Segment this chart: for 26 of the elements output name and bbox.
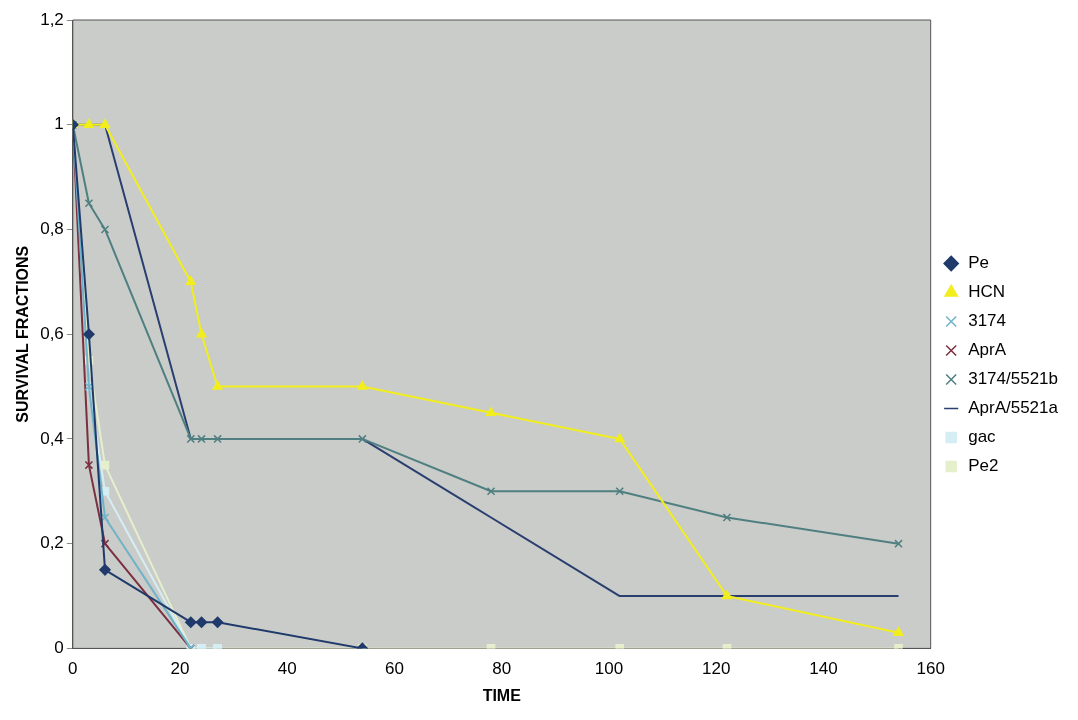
x-tick-label: 0 [68, 659, 78, 679]
legend-label: gac [968, 427, 997, 447]
y-tick-label: 0,6 [40, 323, 64, 343]
x-tick-label: 20 [170, 659, 190, 679]
x-axis-title: TIME [482, 686, 522, 704]
y-tick-label: 0,4 [40, 428, 64, 448]
x-tick-label: 140 [809, 659, 838, 679]
x-tick-label: 60 [385, 659, 404, 679]
legend-label: Pe2 [968, 456, 999, 476]
x-tick-label: 160 [916, 659, 945, 679]
legend-label: 3174/5521b [968, 369, 1059, 389]
legend-label: 3174 [968, 311, 1007, 331]
y-tick-label: 1,2 [40, 9, 64, 29]
y-tick-label: 0,8 [40, 219, 64, 239]
x-tick-label: 120 [702, 659, 731, 679]
y-tick-label: 1 [54, 114, 64, 134]
legend-label: AprA/5521a [968, 398, 1059, 418]
x-tick-label: 80 [492, 659, 512, 679]
y-tick-label: 0,2 [40, 533, 64, 553]
legend-label: HCN [968, 282, 1006, 302]
y-axis-title: SURVIVAL FRACTIONS [14, 245, 32, 423]
legend-label: AprA [968, 340, 1007, 360]
y-tick-label: 0 [54, 638, 64, 658]
x-tick-label: 100 [594, 659, 624, 679]
x-tick-label: 40 [277, 659, 297, 679]
legend-label: Pe [968, 253, 989, 273]
